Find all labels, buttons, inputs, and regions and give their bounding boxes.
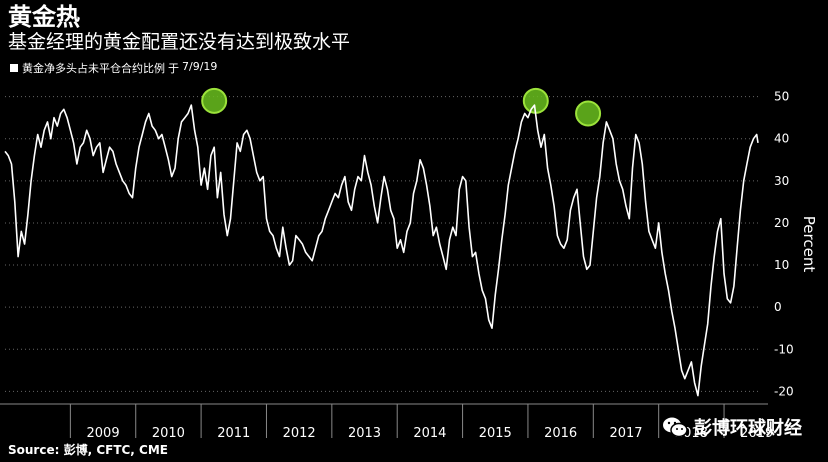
chart-title: 黄金热 <box>8 3 80 31</box>
y-tick-label: 0 <box>774 300 782 314</box>
x-tick-label: 2014 <box>413 426 446 441</box>
y-tick-label: 50 <box>774 90 789 104</box>
x-tick-label: 2017 <box>609 426 642 441</box>
legend-date: 7/9/19 <box>182 60 218 73</box>
highlight-marker <box>201 87 228 114</box>
x-tick-label: 2012 <box>283 426 316 441</box>
highlight-marker <box>575 100 602 127</box>
legend-swatch <box>10 64 18 72</box>
legend-text: 黄金净多头占未平仓合约比例 于 7/9/19 <box>22 60 217 76</box>
watermark: 彭博环球财经 <box>662 414 802 440</box>
y-tick-label: -10 <box>774 342 794 356</box>
y-tick-label: 30 <box>774 174 789 188</box>
legend-label: 黄金净多头占未平仓合约比例 <box>22 62 165 75</box>
y-tick-label: 40 <box>774 132 789 146</box>
x-tick-label: 2015 <box>479 426 512 441</box>
source-note: Source: 彭博, CFTC, CME <box>8 443 168 457</box>
watermark-text: 彭博环球财经 <box>694 418 802 439</box>
y-tick-label: 10 <box>774 258 789 272</box>
y-tick-label: 20 <box>774 216 789 230</box>
chart-subtitle: 基金经理的黄金配置还没有达到极致水平 <box>8 31 351 53</box>
legend-date-prefix: 于 <box>168 62 179 75</box>
y-axis-label: Percent <box>800 216 818 273</box>
x-tick-label: 2011 <box>217 426 250 441</box>
x-tick-label: 2019 <box>740 426 773 441</box>
x-tick-label: 2013 <box>348 426 381 441</box>
x-tick-label: 2016 <box>544 426 577 441</box>
legend: 黄金净多头占未平仓合约比例 于 7/9/19 <box>10 60 217 76</box>
series-line <box>4 104 759 397</box>
wechat-icon <box>662 416 688 438</box>
x-tick-label: 2009 <box>87 426 120 441</box>
y-tick-label: -20 <box>774 384 794 398</box>
x-tick-label: 2010 <box>152 426 185 441</box>
